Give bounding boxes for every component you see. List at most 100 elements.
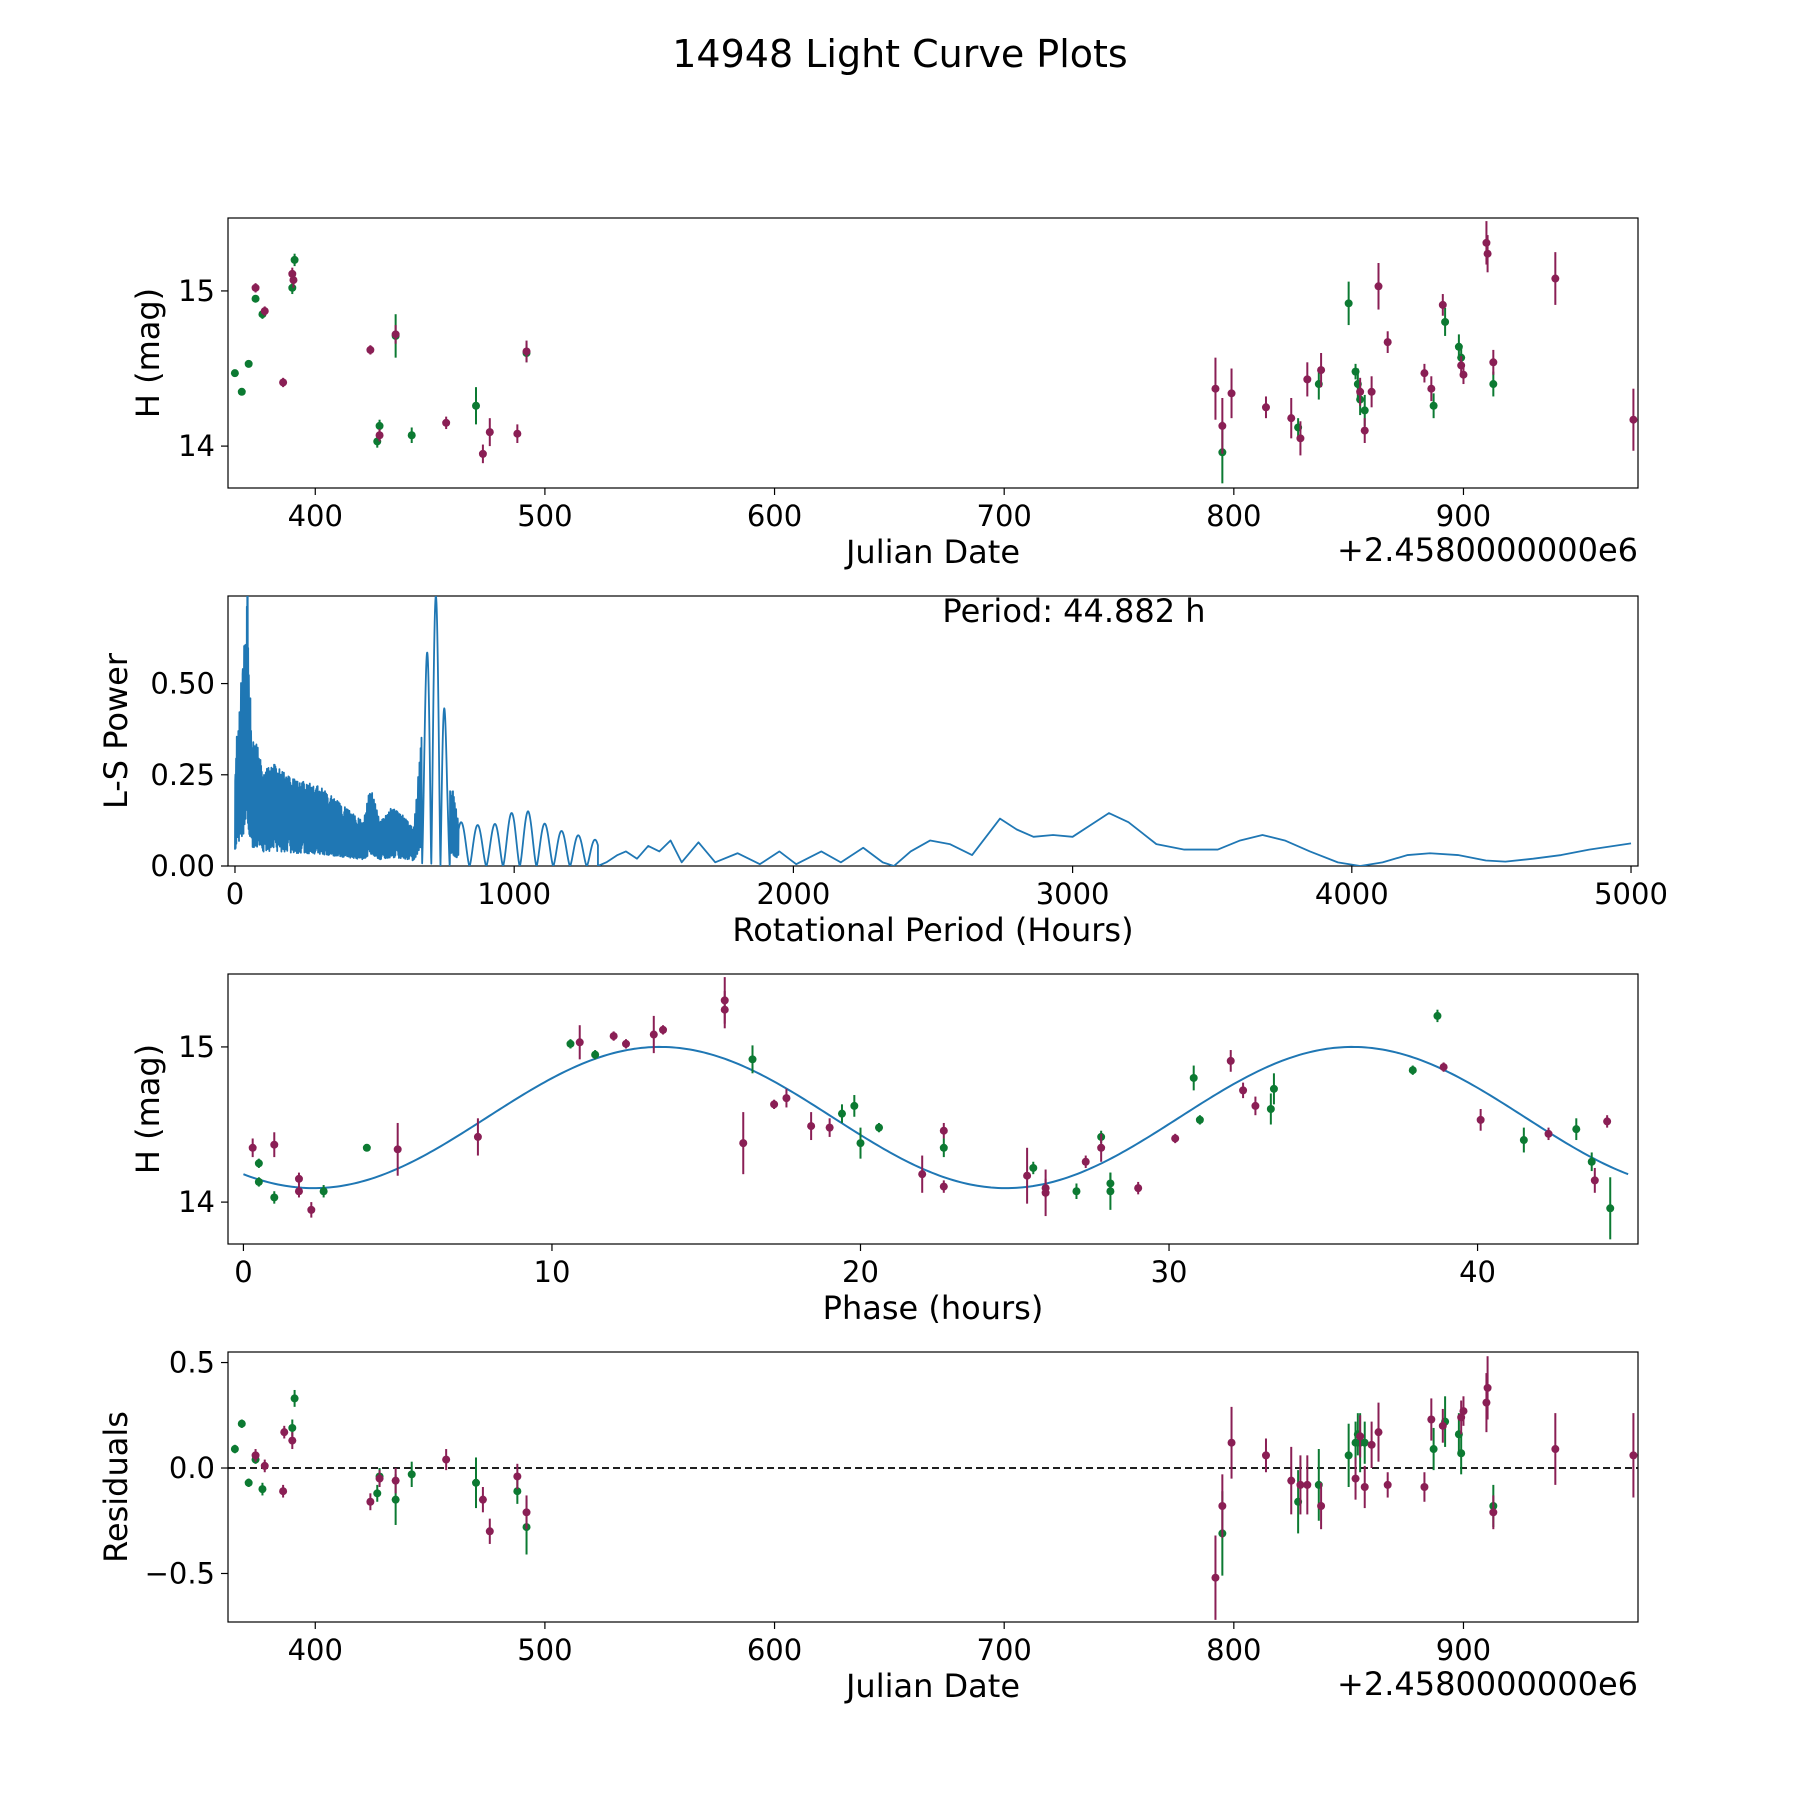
residuals-x-tick: 700 [977,1622,1032,1667]
lightcurve-marker [1441,317,1450,326]
periodogram-x-tick-label: 2000 [756,877,830,911]
residuals-marker [230,1445,239,1454]
lightcurve-point-maroon [1211,357,1220,420]
residuals-x-tick-label: 700 [977,1633,1032,1667]
phased-marker [294,1187,303,1196]
lightcurve-x-tick: 900 [1436,488,1491,533]
phased-point-maroon [1439,1062,1448,1072]
residuals-point-maroon [1383,1472,1392,1498]
phased-marker [825,1123,834,1132]
residuals-x-label: Julian Date [844,1667,1020,1705]
phased-point-maroon [575,1025,584,1060]
residuals-point-maroon [1489,1495,1498,1530]
phased-point-green [1029,1161,1038,1175]
residuals-marker [366,1497,375,1506]
phased-marker [307,1205,316,1214]
residuals-point-maroon [260,1459,269,1473]
periodogram-x-tick-label: 5000 [1594,877,1668,911]
phased-x-tick-label: 20 [842,1255,879,1289]
phased-point-maroon [939,1180,948,1193]
residuals-marker [260,1461,269,1470]
residuals-marker [1360,1438,1369,1447]
residuals-point-green [1457,1432,1466,1475]
lightcurve-point-maroon [1317,353,1326,388]
residuals-x-tick-label: 500 [517,1633,572,1667]
phased-marker [362,1143,371,1152]
phased-marker [1189,1073,1198,1082]
residuals-marker [1457,1449,1466,1458]
residuals-point-green [1360,1421,1369,1464]
lightcurve-marker [1629,415,1638,424]
residuals-marker [1367,1440,1376,1449]
lightcurve-point-maroon [289,272,298,288]
residuals-marker [1360,1483,1369,1491]
residuals-marker [244,1478,253,1487]
phased-marker [1439,1063,1448,1072]
residuals-point-green [472,1457,481,1509]
lightcurve-marker [391,330,400,339]
phased-marker [939,1126,948,1135]
lightcurve-point-maroon [1218,398,1227,454]
phased-point-maroon [1590,1167,1599,1193]
residuals-marker [513,1472,522,1481]
lightcurve-marker [1218,421,1227,430]
periodogram-y-tick-label: 0.25 [150,758,215,792]
phased-marker [294,1174,303,1183]
lightcurve-x-ticks: 400 500 600 700 800 900 [288,488,1491,533]
phased-marker [1572,1125,1581,1134]
phased-marker [1029,1163,1038,1172]
lightcurve-marker [1482,238,1491,247]
residuals-x-tick: 800 [1206,1622,1262,1667]
periodogram-marks [234,596,1632,866]
residuals-marks [228,1356,1638,1620]
phased-point-maroon [1603,1115,1612,1128]
residuals-marker [290,1394,299,1403]
phased-marker [591,1050,600,1059]
lightcurve-marker [244,359,253,368]
lightcurve-marker [251,283,260,292]
residuals-point-green [373,1484,382,1502]
phased-x-tick: 10 [534,1244,570,1289]
lightcurve-marker [230,369,239,378]
residuals-plot-frame [227,1351,1639,1623]
periodogram-y-tick-label: 0.00 [150,849,215,883]
residuals-marker [1383,1480,1392,1489]
periodogram-x-tick: 2000 [756,866,830,911]
periodogram-x-tick-label: 1000 [477,877,551,911]
phased-marker [270,1193,279,1202]
residuals-marker [1629,1451,1638,1460]
lightcurve-point-green [1344,281,1353,326]
residuals-x-ticks: 400 500 600 700 800 900 [288,1622,1491,1667]
lightcurve-point-green [1441,308,1450,336]
residuals-marker [442,1455,451,1464]
lightcurve-point-green [251,294,260,303]
lightcurve-marker [375,431,384,440]
residuals-point-maroon [485,1518,494,1544]
lightcurve-point-maroon [442,416,451,430]
lightcurve-marker [1427,384,1436,393]
lightcurve-point-maroon [513,424,522,443]
residuals-point-maroon [1317,1482,1326,1530]
lightcurve-x-tick-label: 800 [1206,499,1261,533]
phased-point-maroon [1081,1155,1090,1168]
lightcurve-x-label: Julian Date [844,533,1020,571]
phased-marker [1269,1084,1278,1093]
phased-point-maroon [739,1112,748,1175]
phased-point-maroon [270,1132,279,1158]
phased-marker [850,1101,859,1110]
phased-marker [770,1100,779,1109]
residuals-marker [391,1476,400,1485]
phased-panel: 0 10 20 30 40 14 15 Phase (hours) H (mag) [129,973,1639,1327]
lightcurve-marker [1459,370,1468,379]
lightcurve-point-maroon [1427,376,1436,402]
phased-marker [393,1145,402,1154]
residuals-point-maroon [1360,1465,1369,1509]
phased-marker [1226,1056,1235,1065]
phased-marker [1171,1134,1180,1143]
phased-x-tick-label: 30 [1151,1255,1188,1289]
phased-point-maroon [649,1015,658,1054]
phased-marker [649,1030,658,1039]
lightcurve-point-green [407,427,416,443]
phased-point-green [1519,1127,1528,1153]
lightcurve-marker [522,347,531,356]
